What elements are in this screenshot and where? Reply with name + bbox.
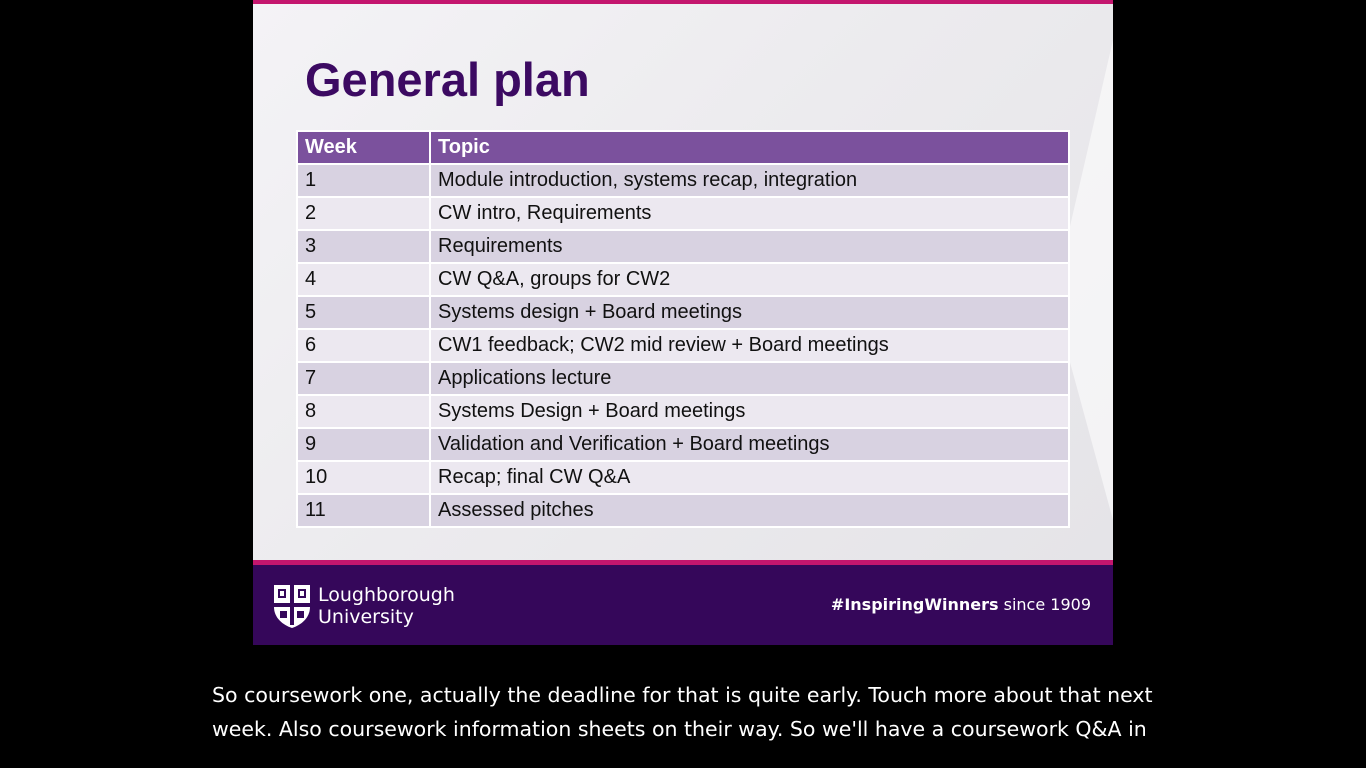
slide-top-accent-bar [253, 0, 1113, 4]
week-cell: 9 [296, 427, 431, 462]
video-caption: So coursework one, actually the deadline… [212, 678, 1212, 746]
topic-cell: Recap; final CW Q&A [429, 460, 1070, 495]
week-cell: 7 [296, 361, 431, 396]
university-name-line2: University [318, 606, 414, 628]
week-cell: 1 [296, 163, 431, 198]
topic-cell: CW intro, Requirements [429, 196, 1070, 231]
table-row: 3 Requirements [296, 229, 1070, 264]
week-cell: 10 [296, 460, 431, 495]
week-cell: 5 [296, 295, 431, 330]
week-cell: 4 [296, 262, 431, 297]
university-name: Loughborough University [318, 584, 455, 628]
tagline-hashtag: #InspiringWinners [830, 595, 999, 614]
topic-cell: Assessed pitches [429, 493, 1070, 528]
topic-cell: Systems design + Board meetings [429, 295, 1070, 330]
university-name-line1: Loughborough [318, 584, 455, 606]
topic-cell: Applications lecture [429, 361, 1070, 396]
topic-cell: CW1 feedback; CW2 mid review + Board mee… [429, 328, 1070, 363]
topic-cell: Systems Design + Board meetings [429, 394, 1070, 429]
schedule-table: Week Topic 1 Module introduction, system… [296, 130, 1070, 528]
week-cell: 6 [296, 328, 431, 363]
column-header-topic: Topic [429, 130, 1070, 165]
slide-tagline: #InspiringWinners since 1909 [831, 595, 1091, 614]
caption-line-2: week. Also coursework information sheets… [212, 717, 1147, 741]
table-header-row: Week Topic [296, 130, 1070, 165]
week-cell: 3 [296, 229, 431, 264]
topic-cell: Requirements [429, 229, 1070, 264]
caption-line-1: So coursework one, actually the deadline… [212, 683, 1153, 707]
lecture-slide: General plan Week Topic 1 Module introdu… [253, 0, 1113, 645]
table-row: 5 Systems design + Board meetings [296, 295, 1070, 330]
topic-cell: CW Q&A, groups for CW2 [429, 262, 1070, 297]
slide-title: General plan [305, 53, 590, 106]
table-row: 2 CW intro, Requirements [296, 196, 1070, 231]
week-cell: 8 [296, 394, 431, 429]
slide-footer: Loughborough University #InspiringWinner… [253, 560, 1113, 645]
table-row: 4 CW Q&A, groups for CW2 [296, 262, 1070, 297]
topic-cell: Validation and Verification + Board meet… [429, 427, 1070, 462]
university-logo: Loughborough University [272, 583, 455, 629]
table-row: 6 CW1 feedback; CW2 mid review + Board m… [296, 328, 1070, 363]
table-row: 1 Module introduction, systems recap, in… [296, 163, 1070, 198]
table-row: 11 Assessed pitches [296, 493, 1070, 528]
week-cell: 11 [296, 493, 431, 528]
university-crest-icon [274, 585, 310, 628]
table-row: 7 Applications lecture [296, 361, 1070, 396]
week-cell: 2 [296, 196, 431, 231]
column-header-week: Week [296, 130, 431, 165]
table-row: 10 Recap; final CW Q&A [296, 460, 1070, 495]
table-row: 9 Validation and Verification + Board me… [296, 427, 1070, 462]
tagline-since: since 1909 [1003, 595, 1091, 614]
table-row: 8 Systems Design + Board meetings [296, 394, 1070, 429]
topic-cell: Module introduction, systems recap, inte… [429, 163, 1070, 198]
